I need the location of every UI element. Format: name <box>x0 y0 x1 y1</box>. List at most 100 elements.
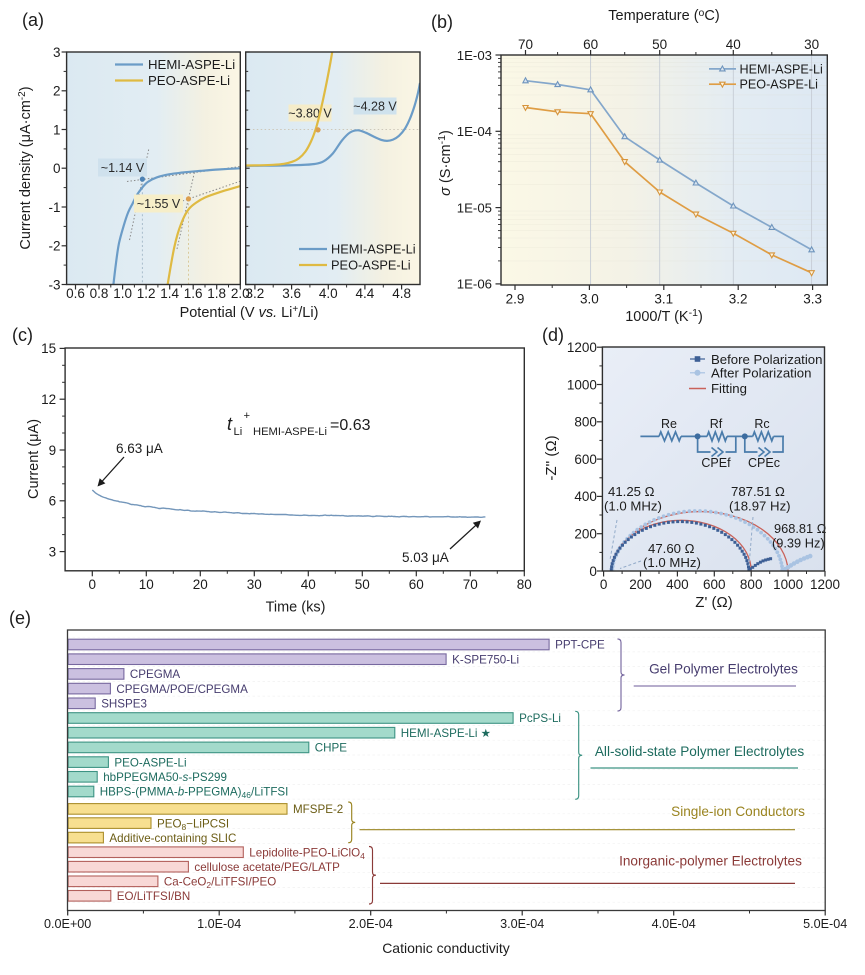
svg-text:50: 50 <box>652 37 667 52</box>
svg-text:968.81 Ω: 968.81 Ω <box>774 521 827 536</box>
svg-text:+: + <box>244 410 251 422</box>
svg-text:1E-06: 1E-06 <box>457 277 492 292</box>
svg-text:6: 6 <box>49 494 57 509</box>
svg-text:(1.0 MHz): (1.0 MHz) <box>643 555 701 570</box>
svg-text:787.51 Ω: 787.51 Ω <box>731 484 785 499</box>
svg-text:30: 30 <box>247 577 262 592</box>
svg-text:Inorganic-polymer Electrolytes: Inorganic-polymer Electrolytes <box>619 854 802 869</box>
svg-text:2.0: 2.0 <box>231 286 250 301</box>
svg-text:-1: -1 <box>48 200 60 215</box>
svg-text:70: 70 <box>518 37 533 52</box>
svg-text:HEMI-ASPE-Li ★: HEMI-ASPE-Li ★ <box>401 727 491 740</box>
svg-text:0.0E+00: 0.0E+00 <box>44 917 91 931</box>
svg-text:Z' (Ω): Z' (Ω) <box>695 594 732 611</box>
svg-text:1E-05: 1E-05 <box>457 200 492 215</box>
svg-text:47.60 Ω: 47.60 Ω <box>648 541 695 556</box>
svg-text:After Polarization: After Polarization <box>711 366 811 381</box>
svg-text:All-solid-state Polymer Electr: All-solid-state Polymer Electrolytes <box>595 744 804 759</box>
svg-text:9: 9 <box>49 443 57 458</box>
svg-text:3.6: 3.6 <box>282 286 301 301</box>
svg-text:Before Polarization: Before Polarization <box>711 352 822 367</box>
svg-text:(18.97 Hz): (18.97 Hz) <box>729 499 791 514</box>
svg-text:Fitting: Fitting <box>711 381 747 396</box>
svg-text:3.2: 3.2 <box>246 286 265 301</box>
svg-text:Single-ion Conductors: Single-ion Conductors <box>671 804 805 819</box>
svg-text:1200: 1200 <box>567 340 597 355</box>
svg-text:PPT-CPE: PPT-CPE <box>555 639 605 652</box>
svg-text:CPEGMA/POE/CPEGMA: CPEGMA/POE/CPEGMA <box>116 683 248 696</box>
svg-text:5.03 μA: 5.03 μA <box>402 550 449 565</box>
svg-text:Current density (μA·cm-2): Current density (μA·cm-2) <box>17 86 34 249</box>
svg-text:CPEf: CPEf <box>701 456 731 470</box>
svg-text:4.0E-04: 4.0E-04 <box>652 917 696 931</box>
svg-text:3: 3 <box>49 544 57 559</box>
svg-text:(a): (a) <box>22 10 44 30</box>
svg-text:Additive-containing SLIC: Additive-containing SLIC <box>109 832 236 845</box>
svg-text:~4.28 V: ~4.28 V <box>353 99 397 113</box>
svg-text:60: 60 <box>409 577 424 592</box>
svg-text:1.4: 1.4 <box>160 286 179 301</box>
svg-text:30: 30 <box>804 37 819 52</box>
svg-text:SHSPE3: SHSPE3 <box>101 698 147 711</box>
svg-text:(d): (d) <box>542 325 564 345</box>
svg-text:HEMI-ASPE-Li: HEMI-ASPE-Li <box>740 62 823 76</box>
svg-text:800: 800 <box>740 577 763 592</box>
svg-text:6.63 μA: 6.63 μA <box>116 441 163 456</box>
svg-text:41.25 Ω: 41.25 Ω <box>608 484 655 499</box>
svg-text:3.1: 3.1 <box>654 292 673 307</box>
svg-text:~1.14 V: ~1.14 V <box>101 161 145 175</box>
svg-text:5.0E-04: 5.0E-04 <box>803 917 847 931</box>
svg-text:~3.80 V: ~3.80 V <box>288 106 332 120</box>
svg-text:1200: 1200 <box>810 577 840 592</box>
svg-text:2: 2 <box>53 84 61 99</box>
svg-text:0: 0 <box>589 564 597 579</box>
svg-text:-3: -3 <box>48 277 60 292</box>
svg-text:12: 12 <box>41 392 56 407</box>
svg-text:80: 80 <box>517 577 532 592</box>
svg-text:200: 200 <box>629 577 652 592</box>
svg-text:Lepidolite-PEO-LiClO4: Lepidolite-PEO-LiClO4 <box>249 846 365 861</box>
svg-text:3.3: 3.3 <box>803 292 822 307</box>
svg-text:10: 10 <box>139 577 154 592</box>
svg-text:Rf: Rf <box>710 417 723 431</box>
svg-text:Gel Polymer Electrolytes: Gel Polymer Electrolytes <box>649 662 798 677</box>
svg-text:CHPE: CHPE <box>315 742 347 755</box>
svg-text:3.2: 3.2 <box>729 292 748 307</box>
svg-text:CPEGMA: CPEGMA <box>130 668 181 681</box>
svg-text:HEMI-ASPE-Li: HEMI-ASPE-Li <box>331 242 416 257</box>
svg-text:1: 1 <box>53 122 61 137</box>
svg-text:4.4: 4.4 <box>356 286 375 301</box>
svg-text:40: 40 <box>301 577 316 592</box>
svg-text:40: 40 <box>726 37 741 52</box>
svg-text:3: 3 <box>53 45 61 60</box>
svg-text:PEO-ASPE-Li: PEO-ASPE-Li <box>740 78 818 92</box>
svg-text:0: 0 <box>53 161 61 176</box>
svg-text:1E-04: 1E-04 <box>457 124 492 139</box>
svg-text:PcPS-Li: PcPS-Li <box>519 712 561 725</box>
svg-text:~1.55 V: ~1.55 V <box>137 197 181 211</box>
svg-text:3.0: 3.0 <box>580 292 599 307</box>
svg-text:Re: Re <box>661 417 677 431</box>
svg-text:EO/LiTFSI/BN: EO/LiTFSI/BN <box>117 890 190 903</box>
svg-text:15: 15 <box>41 341 56 356</box>
svg-text:1.0E-04: 1.0E-04 <box>197 917 241 931</box>
svg-text:K-SPE750-Li: K-SPE750-Li <box>452 653 519 666</box>
svg-text:Ca-CeO2/LiTFSI/PEO: Ca-CeO2/LiTFSI/PEO <box>164 876 276 891</box>
svg-text:Temperature (oC): Temperature (oC) <box>608 7 719 24</box>
svg-text:PEO-ASPE-Li: PEO-ASPE-Li <box>331 258 411 273</box>
svg-text:Cationic conductivity: Cationic conductivity <box>382 940 510 956</box>
svg-text:Time (ks): Time (ks) <box>266 600 326 616</box>
svg-text:600: 600 <box>574 452 597 467</box>
svg-text:400: 400 <box>574 489 597 504</box>
svg-text:1000/T (K-1): 1000/T (K-1) <box>625 307 703 325</box>
svg-text:(1.0 MHz): (1.0 MHz) <box>604 499 662 514</box>
svg-text:2.9: 2.9 <box>506 292 525 307</box>
svg-text:1.0: 1.0 <box>113 286 132 301</box>
svg-text:1000: 1000 <box>773 577 803 592</box>
svg-text:2.0E-04: 2.0E-04 <box>349 917 393 931</box>
svg-text:1.6: 1.6 <box>184 286 203 301</box>
svg-text:CPEc: CPEc <box>748 456 780 470</box>
svg-text:70: 70 <box>463 577 478 592</box>
svg-text:(b): (b) <box>431 12 453 32</box>
svg-text:1.8: 1.8 <box>207 286 226 301</box>
